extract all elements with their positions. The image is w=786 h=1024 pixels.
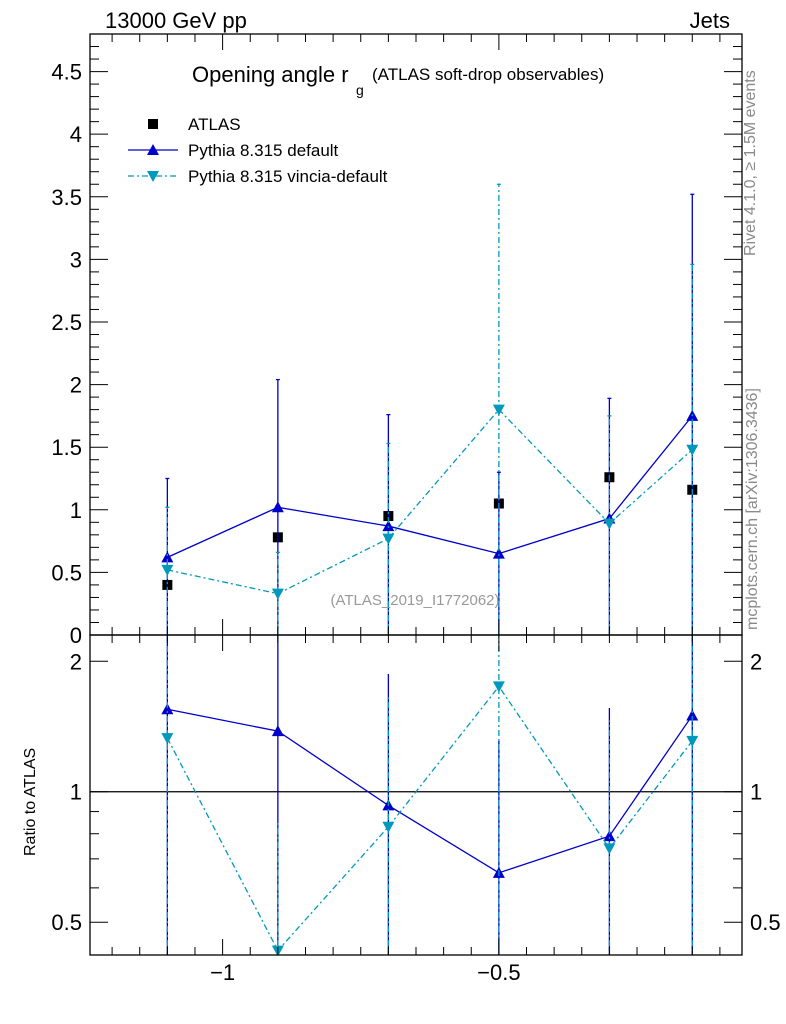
ratio-line-pythia-8-315-vincia-default — [166, 685, 693, 952]
ratio-point-pythia-8-315-default — [161, 703, 174, 715]
ratio-point-pythia-8-315-vincia-default — [603, 843, 616, 855]
ratio-y-tick-label-right: 1 — [750, 780, 762, 805]
data-point-pythia-8-315-default — [271, 501, 284, 513]
ratio-line-pythia-8-315-default — [167, 708, 693, 874]
chart-title: Opening angle r — [192, 62, 349, 87]
data-point-pythia-8-315-default — [161, 551, 174, 563]
data-point-pythia-8-315-default — [492, 547, 505, 559]
chart-title-suffix: (ATLAS soft-drop observables) — [372, 65, 604, 84]
top-panel-content — [161, 183, 699, 635]
ratio-panel-frame — [89, 634, 743, 956]
ratio-point-pythia-8-315-vincia-default — [161, 733, 174, 745]
y-tick-label: 3.5 — [51, 185, 82, 210]
ratio-point-pythia-8-315-vincia-default — [492, 681, 505, 693]
y-tick-label: 4.5 — [51, 60, 82, 85]
series-line-pythia-8-315-vincia-default — [167, 408, 693, 595]
legend-marker-pythia-8-315-vincia-default — [147, 171, 159, 182]
x-tick-label: −1 — [210, 960, 235, 985]
data-point-pythia-8-315-default — [382, 520, 395, 532]
data-point-pythia-8-315-vincia-default — [603, 518, 616, 530]
legend-label-pythia-8-315-default: Pythia 8.315 default — [188, 141, 339, 160]
legend-label-pythia-8-315-vincia-default: Pythia 8.315 vincia-default — [188, 167, 388, 186]
ratio-point-pythia-8-315-vincia-default — [686, 735, 699, 747]
legend-marker-pythia-8-315-default — [147, 144, 159, 155]
y-tick-label: 0 — [70, 623, 82, 648]
data-point-pythia-8-315-vincia-default — [382, 533, 395, 545]
ratio-panel-content — [90, 635, 742, 955]
ratio-point-pythia-8-315-default — [686, 709, 699, 721]
ratio-point-pythia-8-315-default — [603, 830, 616, 842]
header-collision-label: 13000 GeV pp — [105, 8, 247, 33]
ratio-point-pythia-8-315-default — [271, 725, 284, 737]
data-point-pythia-8-315-vincia-default — [686, 444, 699, 456]
series-line-pythia-8-315-default — [167, 415, 693, 558]
data-point-pythia-8-315-vincia-default — [161, 564, 174, 576]
header-process-label: Jets — [689, 8, 730, 33]
y-tick-label: 2.5 — [51, 310, 82, 335]
ratio-y-tick-label-left: 0.5 — [51, 910, 82, 935]
y-tick-label: 3 — [70, 247, 82, 272]
ratio-y-tick-label-left: 1 — [70, 780, 82, 805]
ratio-y-tick-label-left: 2 — [70, 649, 82, 674]
y-tick-label: 2 — [70, 373, 82, 398]
y-tick-label: 1.5 — [51, 435, 82, 460]
data-point-pythia-8-315-vincia-default — [492, 404, 505, 416]
data-point-pythia-8-315-vincia-default — [271, 588, 284, 600]
y-tick-label: 0.5 — [51, 560, 82, 585]
legend-label-atlas: ATLAS — [188, 115, 241, 134]
chart-title-subscript: g — [356, 82, 364, 98]
legend-marker-atlas — [148, 119, 158, 129]
ratio-y-tick-label-right: 2 — [750, 649, 762, 674]
x-tick-label: −0.5 — [477, 960, 520, 985]
ratio-point-pythia-8-315-vincia-default — [382, 821, 395, 833]
y-tick-label: 4 — [70, 122, 82, 147]
y-tick-label: 1 — [70, 498, 82, 523]
analysis-watermark: (ATLAS_2019_I1772062) — [330, 592, 499, 609]
ratio-y-tick-label-right: 0.5 — [750, 910, 781, 935]
